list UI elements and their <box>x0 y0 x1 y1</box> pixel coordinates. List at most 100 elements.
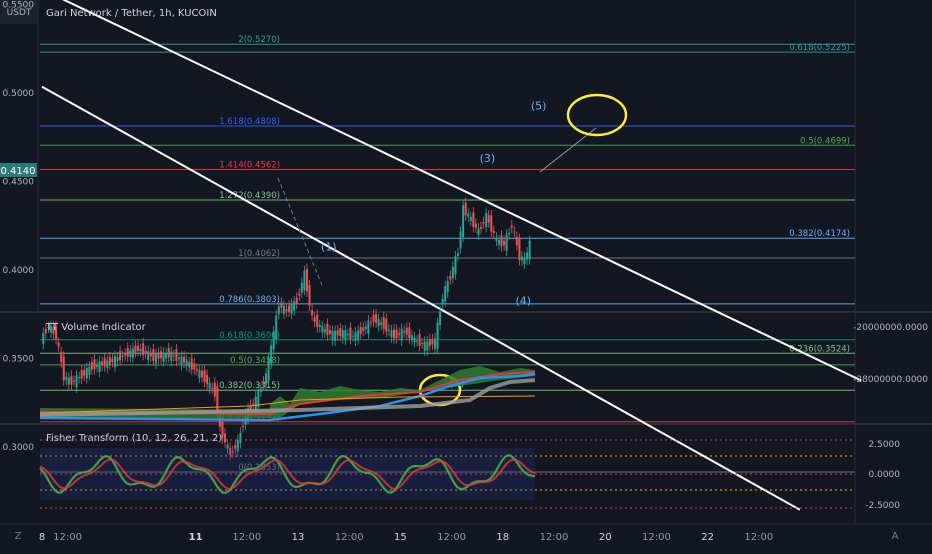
fisher-axis: 2.5000 0.0000 -2.5000 <box>865 440 900 511</box>
fib-level-label: 1.272(0.4390) <box>219 191 280 201</box>
candle-body <box>410 335 413 341</box>
candle-body <box>390 330 393 338</box>
candle-body <box>449 275 452 280</box>
candle-body <box>359 327 362 334</box>
volume-line-blue <box>39 372 536 422</box>
candle-body <box>85 368 88 379</box>
symbol-title[interactable]: Gari Network / Tether, 1h, KUCOIN <box>46 8 217 19</box>
candle-body <box>116 357 119 361</box>
candle-body <box>503 240 506 246</box>
volume-indicator-title[interactable]: TT Volume Indicator <box>45 322 147 333</box>
candle-body <box>436 322 439 349</box>
candle-body <box>272 331 275 350</box>
candle-body <box>341 330 344 339</box>
candle-body <box>78 377 81 379</box>
candle-body <box>528 240 531 260</box>
time-tick-label: 12:00 <box>744 532 773 543</box>
fib-level-label: 0.618(0.3600) <box>219 331 280 341</box>
volume-axis: -20000000.0000 -28000000.0000 <box>853 323 928 385</box>
candle-body <box>372 314 375 322</box>
candle-body <box>329 330 331 334</box>
fib-level-label: 2(0.5270) <box>238 35 280 45</box>
price-tick-label: 0.4000 <box>3 266 35 276</box>
fisher-axis-label: 0.0000 <box>869 470 901 480</box>
current-price-tag <box>0 163 37 177</box>
fisher-title[interactable]: Fisher Transform (10, 12, 26, 21, 2) <box>46 433 222 444</box>
volume-axis-label: -20000000.0000 <box>853 323 928 333</box>
trendline[interactable] <box>42 0 862 382</box>
price-tick-label: 0.5500 <box>3 1 35 11</box>
time-tick-label: 15 <box>394 532 407 543</box>
auto-scale-button[interactable]: A <box>892 531 899 542</box>
candle-body <box>101 361 104 366</box>
candle-body <box>457 253 459 256</box>
candle-body <box>505 234 508 251</box>
candle-body <box>160 351 163 359</box>
candle-body <box>44 328 47 334</box>
trendline[interactable] <box>41 85 801 511</box>
candle-body <box>175 349 178 362</box>
candle-body <box>108 357 111 365</box>
candle-body <box>198 369 201 378</box>
candle-body <box>213 382 216 397</box>
price-tick-label: 0.3000 <box>3 443 35 453</box>
candle-body <box>523 257 526 264</box>
price-axis[interactable]: 0.60000.55000.50000.45000.40000.35000.30… <box>3 0 35 454</box>
candle-body <box>111 358 114 363</box>
candle-body <box>90 362 93 370</box>
candle-body <box>57 342 60 347</box>
wave-label: (4) <box>515 294 531 307</box>
candle-body <box>421 342 424 344</box>
time-tick-label: 11 <box>189 532 203 543</box>
candle-body <box>295 297 298 304</box>
candle-body <box>177 357 180 360</box>
currency-box[interactable] <box>0 0 38 24</box>
candle-body <box>231 451 234 453</box>
candle-body <box>88 366 91 375</box>
candle-body <box>165 352 168 359</box>
candle-body <box>103 358 106 367</box>
candle-body <box>480 226 483 229</box>
wave-label: (1) <box>321 240 337 253</box>
candle-body <box>277 306 280 315</box>
candle-body <box>121 355 124 358</box>
candle-body <box>154 353 157 364</box>
candle-body <box>239 432 242 444</box>
candle-body <box>203 369 206 382</box>
wave-label: (5) <box>531 100 547 113</box>
candle-body <box>339 328 342 336</box>
candle-body <box>49 325 52 333</box>
candle-body <box>206 374 209 385</box>
candle-body <box>482 222 485 224</box>
candle-body <box>521 256 523 261</box>
fib-level-label: 0.5(0.4699) <box>800 136 850 146</box>
fib-level-label: 0.618(0.5225) <box>789 43 850 53</box>
time-tick-label: 18 <box>496 532 509 543</box>
candle-body <box>428 338 431 346</box>
candle-body <box>377 319 380 327</box>
price-tick-label: 0.3500 <box>3 355 35 365</box>
candle-body <box>262 381 265 385</box>
candle-body <box>216 386 219 414</box>
candle-body <box>408 327 411 339</box>
candle-body <box>229 447 232 456</box>
candle-body <box>73 380 75 382</box>
fisher-trigger-line <box>39 458 536 490</box>
timezone-corner[interactable]: Z <box>15 531 22 542</box>
candle-body <box>426 341 429 351</box>
candle-body <box>405 327 408 335</box>
trendlines[interactable] <box>41 0 862 511</box>
volume-axis-label: -28000000.0000 <box>853 375 928 385</box>
candle-body <box>469 216 472 221</box>
candle-body <box>459 231 462 249</box>
candle-body <box>185 360 188 366</box>
candle-body <box>513 231 516 233</box>
candle-body <box>190 358 193 370</box>
time-axis[interactable]: 8 12:00 11 12:00 13 12:00 15 12:00 18 12:00 20 12:0… <box>39 532 773 543</box>
candle-body <box>497 239 500 245</box>
target-line <box>539 127 597 173</box>
candle-body <box>344 330 347 340</box>
candle-body <box>462 205 465 237</box>
